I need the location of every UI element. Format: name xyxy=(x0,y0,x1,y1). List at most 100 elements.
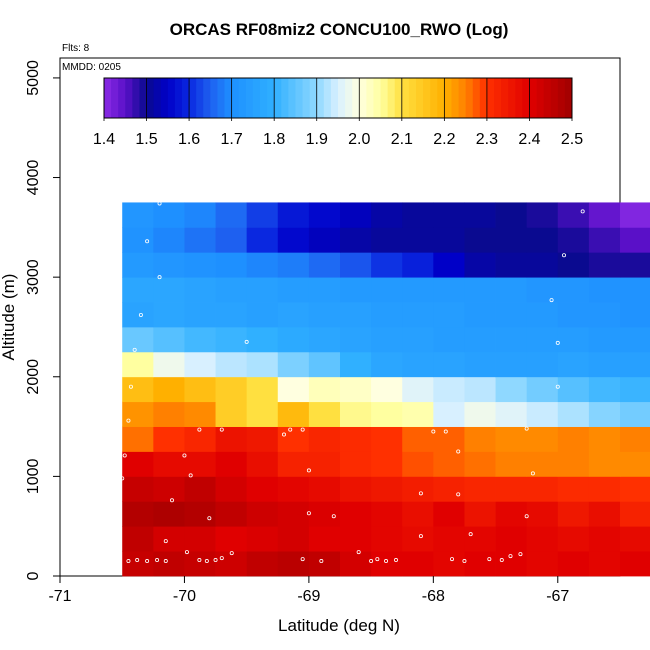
colorbar-swatch xyxy=(330,78,339,118)
heatmap-cell xyxy=(371,227,403,253)
observation-point xyxy=(163,539,168,544)
heatmap-cell xyxy=(277,302,310,328)
heatmap-cell xyxy=(464,401,496,427)
heatmap-cell xyxy=(433,277,465,303)
colorbar-swatch xyxy=(501,78,509,118)
colorbar-swatch xyxy=(479,78,488,118)
heatmap-cell xyxy=(371,302,403,328)
heatmap-cell xyxy=(277,401,310,427)
heatmap-cell xyxy=(464,326,496,353)
heatmap-cell xyxy=(371,252,403,278)
heatmap-cell xyxy=(184,252,216,278)
observation-point xyxy=(555,384,560,389)
colorbar-swatch xyxy=(281,78,289,118)
heatmap-cell xyxy=(402,451,434,477)
heatmap-cell xyxy=(246,476,279,502)
heatmap-cell xyxy=(246,351,279,378)
flights-note: Flts: 8 xyxy=(62,43,90,54)
heatmap-cell xyxy=(122,202,154,228)
heatmap-cell xyxy=(246,551,279,577)
heatmap-cell xyxy=(246,227,279,253)
heatmap-cell xyxy=(308,401,341,427)
observation-point xyxy=(300,427,305,432)
observation-point xyxy=(356,550,361,555)
heatmap-cell xyxy=(153,351,185,378)
heatmap-cell xyxy=(308,277,341,303)
heatmap-cell xyxy=(184,326,216,353)
heatmap-cell xyxy=(588,526,621,552)
heatmap-cell xyxy=(495,451,528,477)
observation-point xyxy=(182,453,187,458)
observation-point xyxy=(431,429,436,434)
colorbar-swatch xyxy=(295,78,303,118)
observation-point xyxy=(207,516,212,521)
colorbar-swatch xyxy=(486,78,495,118)
heatmap-cell xyxy=(526,227,559,253)
heatmap-cell xyxy=(122,476,154,502)
colorbar-swatch xyxy=(465,78,474,118)
heatmap-cell xyxy=(153,376,185,403)
heatmap-cell xyxy=(153,302,185,328)
y-tick-label: 5000 xyxy=(25,60,42,96)
heatmap-cell xyxy=(308,252,341,278)
heatmap-cell xyxy=(153,501,185,527)
x-axis: -71 -70 -69 -68 -67 xyxy=(48,576,569,605)
colorbar-tick-label: 1.8 xyxy=(263,131,285,148)
heatmap-cell xyxy=(557,401,590,427)
heatmap-cell xyxy=(433,376,465,403)
heatmap-cell xyxy=(308,302,341,328)
heatmap-cell xyxy=(122,501,154,527)
colorbar-swatch xyxy=(167,78,176,118)
heatmap-cell xyxy=(215,351,248,378)
heatmap-cell xyxy=(308,426,341,452)
x-tick-label: -68 xyxy=(422,588,445,605)
colorbar-swatch xyxy=(309,78,318,118)
heatmap-cell xyxy=(495,351,528,378)
heatmap-cell xyxy=(620,277,650,303)
observation-point xyxy=(197,558,202,563)
colorbar-swatch xyxy=(373,78,381,118)
heatmap-cell xyxy=(402,326,434,353)
heatmap-cell xyxy=(153,252,185,278)
heatmap-cell xyxy=(402,252,434,278)
heatmap-cell xyxy=(620,426,650,452)
colorbar-swatch xyxy=(196,78,204,118)
heatmap-cell xyxy=(557,451,590,477)
observation-point xyxy=(530,471,535,476)
colorbar-swatch xyxy=(146,78,155,118)
heatmap-cell xyxy=(246,426,279,452)
colorbar-swatch xyxy=(189,78,197,118)
heatmap-cell xyxy=(433,551,465,577)
heatmap-cell xyxy=(371,551,403,577)
heatmap-cell xyxy=(464,551,496,577)
heatmap-cell xyxy=(340,202,372,228)
heatmap-cell xyxy=(308,351,341,378)
heatmap-cell xyxy=(215,326,248,353)
colorbar-swatch xyxy=(408,78,417,118)
observation-point xyxy=(135,558,140,563)
observation-point xyxy=(331,514,336,519)
heatmap-cell xyxy=(215,252,248,278)
colorbar-swatch xyxy=(522,78,530,118)
observation-point xyxy=(126,559,131,564)
observation-point xyxy=(499,558,504,563)
observation-point xyxy=(375,557,380,562)
x-tick-label: -70 xyxy=(173,588,196,605)
heatmap-cell xyxy=(402,501,434,527)
heatmap-cell xyxy=(184,277,216,303)
colorbar-tick-label: 2.0 xyxy=(348,131,370,148)
chart-title: ORCAS RF08miz2 CONCU100_RWO (Log) xyxy=(170,20,509,39)
colorbar-swatch xyxy=(260,78,268,118)
heatmap-cell xyxy=(464,451,496,477)
observation-point xyxy=(122,453,127,458)
observation-point xyxy=(157,275,162,280)
observation-point xyxy=(306,468,311,473)
colorbar-swatch xyxy=(359,78,367,118)
observation-points xyxy=(114,201,585,564)
heatmap-cell xyxy=(153,526,185,552)
observation-point xyxy=(487,557,492,562)
colorbar-swatch xyxy=(316,78,325,118)
heatmap-cell xyxy=(215,401,248,427)
heatmap-cell xyxy=(215,526,248,552)
colorbar-swatch xyxy=(401,78,410,118)
